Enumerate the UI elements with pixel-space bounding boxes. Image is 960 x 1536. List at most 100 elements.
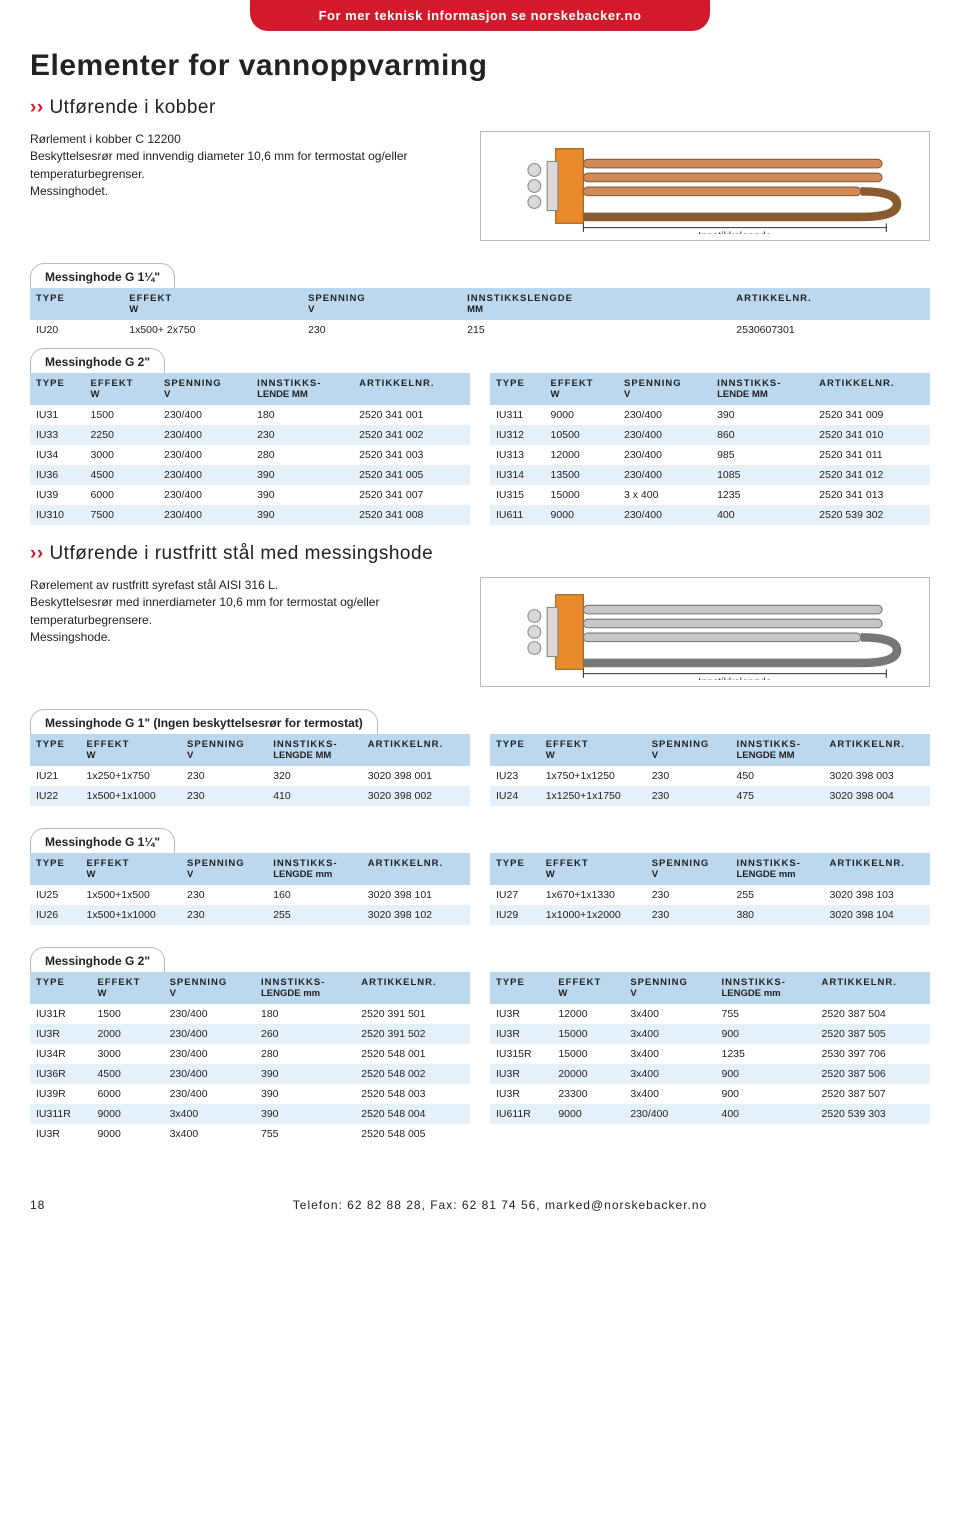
table-cell: 230/400	[164, 1044, 255, 1064]
table-cell: 2520 387 504	[816, 1004, 930, 1024]
tbl-g2b-label: Messinghode G 2"	[30, 947, 165, 972]
table-cell: IU26	[30, 905, 81, 925]
table-cell: 2520 341 012	[813, 465, 930, 485]
table-cell: 230	[302, 320, 461, 340]
table-row: IU271x670+1x13302302553020 398 103	[490, 885, 930, 905]
table-cell: 230	[181, 766, 267, 786]
table-cell: IU3R	[490, 1064, 552, 1084]
table-cell: 410	[267, 786, 362, 806]
table-cell: 230/400	[158, 405, 251, 425]
table-row: IU231x750+1x12502304503020 398 003	[490, 766, 930, 786]
table-cell: 2520 539 303	[816, 1104, 930, 1124]
table-cell: 390	[711, 405, 813, 425]
table-cell: 2520 341 003	[353, 445, 470, 465]
table-cell: IU313	[490, 445, 545, 465]
table-cell: IU3R	[30, 1124, 91, 1144]
table-row: IU332250230/4002302520 341 002	[30, 425, 470, 445]
table-row: IU311500230/4001802520 341 001	[30, 405, 470, 425]
table-cell: 230/400	[618, 505, 711, 525]
table-cell: 2000	[91, 1024, 163, 1044]
table-cell: 2520 387 505	[816, 1024, 930, 1044]
table-cell: 230/400	[164, 1004, 255, 1024]
table-cell: 1x1000+1x2000	[540, 905, 646, 925]
table-cell: 230	[646, 905, 731, 925]
table-g2a-left: TYPE EFFEKTW SPENNINGV INNSTIKKS-LENDE M…	[30, 373, 470, 525]
table-row: IU364500230/4003902520 341 005	[30, 465, 470, 485]
table-cell: IU310	[30, 505, 85, 525]
table-cell: 20000	[552, 1064, 624, 1084]
table-cell: 380	[731, 905, 824, 925]
table-cell: 230	[181, 885, 267, 905]
table-cell: 12000	[552, 1004, 624, 1024]
table-cell: 320	[267, 766, 362, 786]
table-cell: 1x500+1x500	[81, 885, 182, 905]
table-row: IU611R9000230/4004002520 539 303	[490, 1104, 930, 1124]
table-cell: 2520 548 005	[355, 1124, 470, 1144]
table-cell: IU3R	[490, 1084, 552, 1104]
table-row: IU343000230/4002802520 341 003	[30, 445, 470, 465]
table-cell: IU20	[30, 320, 123, 340]
table-cell: 390	[255, 1104, 355, 1124]
table-cell: 3020 398 102	[362, 905, 470, 925]
table-cell: 390	[255, 1064, 355, 1084]
table-row: IU241x1250+1x17502304753020 398 004	[490, 786, 930, 806]
table-g2b-right: TYPE EFFEKTW SPENNINGV INNSTIKKS-LENGDE …	[490, 972, 930, 1124]
table-cell: 6000	[91, 1084, 163, 1104]
table-row: IU396000230/4003902520 341 007	[30, 485, 470, 505]
table-row: IU3R120003x4007552520 387 504	[490, 1004, 930, 1024]
table-cell: 10500	[545, 425, 618, 445]
table-cell: 1x500+ 2x750	[123, 320, 302, 340]
col-art: ARTIKKELNR.	[730, 288, 930, 320]
table-cell: 230/400	[164, 1024, 255, 1044]
table-cell: 180	[255, 1004, 355, 1024]
table-row: IU3107500230/4003902520 341 008	[30, 505, 470, 525]
table-row: IU6119000230/4004002520 539 302	[490, 505, 930, 525]
table-cell: IU31	[30, 405, 85, 425]
table-row: IU315150003 x 40012352520 341 013	[490, 485, 930, 505]
table-cell: 280	[251, 445, 353, 465]
table-cell: 2520 341 011	[813, 445, 930, 465]
table-cell: 475	[731, 786, 824, 806]
table-row: IU31312000230/4009852520 341 011	[490, 445, 930, 465]
table-cell: 2520 391 501	[355, 1004, 470, 1024]
table-cell: 230	[181, 905, 267, 925]
table-row: IU261x500+1x10002302553020 398 102	[30, 905, 470, 925]
top-banner: For mer teknisk informasjon se norskebac…	[250, 0, 710, 31]
table-g2b-left: TYPE EFFEKTW SPENNINGV INNSTIKKS-LENGDE …	[30, 972, 470, 1144]
table-g2a-right: TYPE EFFEKTW SPENNINGV INNSTIKKS-LENDE M…	[490, 373, 930, 525]
table-cell: 230	[181, 786, 267, 806]
marker-icon: ››	[30, 97, 44, 118]
col-spenning: SPENNINGV	[302, 288, 461, 320]
table-cell: 3020 398 104	[824, 905, 930, 925]
table-cell: 450	[731, 766, 824, 786]
table-cell: 1500	[85, 405, 158, 425]
table-cell: IU3R	[490, 1004, 552, 1024]
svg-text:Innstikkslengde: Innstikkslengde	[698, 230, 772, 234]
table-g114b-left: TYPE EFFEKTW SPENNINGV INNSTIKKS-LENGDE …	[30, 853, 470, 925]
heating-element-diagram-2: Innstikkslengde	[480, 577, 930, 687]
table-cell: IU611	[490, 505, 545, 525]
table-cell: 390	[251, 505, 353, 525]
table-cell: 2530 397 706	[816, 1044, 930, 1064]
table-cell: 230	[646, 786, 731, 806]
table-cell: 2520 341 002	[353, 425, 470, 445]
table-cell: 260	[255, 1024, 355, 1044]
table-cell: 255	[731, 885, 824, 905]
table-cell: 9000	[545, 505, 618, 525]
table-cell: 400	[716, 1104, 816, 1124]
table-cell: 3000	[91, 1044, 163, 1064]
table-cell: 2520 548 001	[355, 1044, 470, 1064]
table-cell: 1x1250+1x1750	[540, 786, 646, 806]
col-type: TYPE	[30, 288, 123, 320]
table-g1b-right: TYPE EFFEKTW SPENNINGV INNSTIKKS-LENGDE …	[490, 734, 930, 806]
table-cell: 2530607301	[730, 320, 930, 340]
table-cell: 1500	[91, 1004, 163, 1024]
tbl-g114a-label: Messinghode G 1¼"	[30, 263, 175, 288]
table-cell: 2520 539 302	[813, 505, 930, 525]
table-cell: 2250	[85, 425, 158, 445]
table-cell: 3020 398 002	[362, 786, 470, 806]
table-cell: 2520 548 003	[355, 1084, 470, 1104]
table-cell: IU311	[490, 405, 545, 425]
table-cell: 3020 398 003	[824, 766, 930, 786]
table-cell: 3x400	[624, 1084, 715, 1104]
